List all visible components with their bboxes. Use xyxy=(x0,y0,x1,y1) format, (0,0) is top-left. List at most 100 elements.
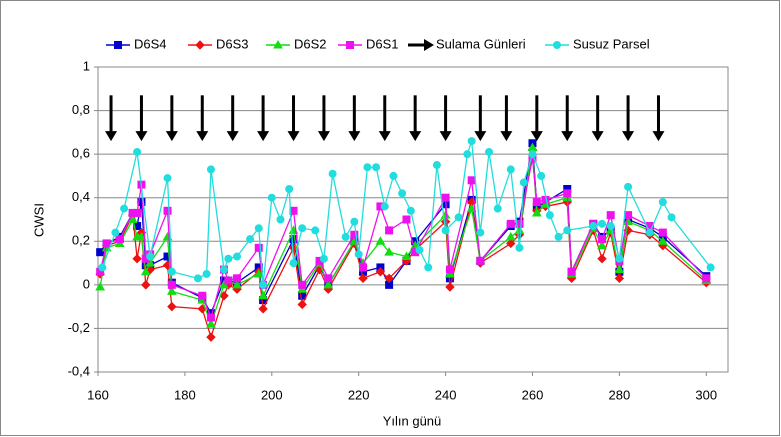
marker xyxy=(137,198,146,207)
arrow-head xyxy=(622,131,635,142)
marker xyxy=(324,274,333,283)
arrow xyxy=(317,95,330,142)
legend-label: D6S4 xyxy=(134,36,167,51)
marker xyxy=(232,279,242,289)
arrow-head xyxy=(591,131,604,142)
arrow xyxy=(474,95,487,142)
arrow xyxy=(287,95,300,142)
marker xyxy=(537,171,546,180)
marker xyxy=(532,198,541,207)
marker xyxy=(224,254,233,263)
arrow xyxy=(135,95,148,142)
marker xyxy=(467,176,476,185)
legend-item: D6S2 xyxy=(266,36,327,51)
marker xyxy=(614,264,625,274)
arrow-head xyxy=(378,131,391,142)
marker xyxy=(432,161,441,170)
y-tick-label: 0,8 xyxy=(72,102,90,117)
marker xyxy=(114,41,122,49)
x-tick-label: 180 xyxy=(174,387,196,402)
marker xyxy=(375,267,386,277)
marker xyxy=(375,236,386,245)
marker xyxy=(206,165,215,174)
marker xyxy=(163,206,172,215)
marker xyxy=(485,147,494,156)
marker xyxy=(146,252,155,261)
x-axis-title: Yılın günü xyxy=(383,413,442,428)
marker xyxy=(224,276,233,285)
y-tick-label: 0,2 xyxy=(72,233,90,248)
arrow xyxy=(500,95,513,142)
marker xyxy=(311,226,320,235)
marker xyxy=(385,226,394,235)
marker xyxy=(258,290,268,300)
arrow xyxy=(165,95,178,142)
arrow-head xyxy=(439,131,452,142)
marker xyxy=(401,251,412,261)
arrow-head xyxy=(226,131,239,142)
marker xyxy=(445,282,455,292)
legend-label: Sulama Günleri xyxy=(436,36,526,51)
arrow xyxy=(257,95,270,142)
marker xyxy=(267,193,276,202)
marker xyxy=(111,228,120,237)
marker xyxy=(606,222,615,231)
legend-label: D6S3 xyxy=(216,36,249,51)
marker xyxy=(658,198,667,207)
marker xyxy=(354,250,363,259)
y-tick-label: -0,2 xyxy=(68,320,90,335)
y-tick-label: 0 xyxy=(83,276,90,291)
marker xyxy=(589,222,598,231)
marker xyxy=(597,240,607,250)
arrow-head xyxy=(165,131,178,142)
y-tick-label: 0,6 xyxy=(72,146,90,161)
marker xyxy=(133,208,142,217)
arrow xyxy=(591,95,604,142)
marker xyxy=(298,224,307,233)
marker xyxy=(127,214,138,223)
marker xyxy=(341,232,350,241)
marker xyxy=(98,263,107,272)
arrow-head xyxy=(652,131,665,142)
y-tick-label: 0,4 xyxy=(72,189,90,204)
marker xyxy=(531,207,542,217)
marker xyxy=(424,263,433,272)
arrow-head xyxy=(105,131,118,142)
marker xyxy=(667,213,676,222)
marker xyxy=(493,204,502,213)
x-tick-label: 280 xyxy=(609,387,631,402)
marker xyxy=(563,226,572,235)
marker xyxy=(220,265,228,274)
marker xyxy=(515,243,524,252)
marker xyxy=(359,263,368,272)
marker xyxy=(519,178,528,187)
arrow xyxy=(439,95,452,142)
marker xyxy=(398,189,407,198)
marker xyxy=(554,232,563,241)
marker xyxy=(506,219,515,228)
arrow-head xyxy=(500,131,513,142)
marker xyxy=(206,313,215,322)
arrow-head xyxy=(474,131,487,142)
x-tick-label: 300 xyxy=(695,387,717,402)
arrow-head xyxy=(348,131,361,142)
arrow-head xyxy=(530,131,543,142)
legend-item: D6S3 xyxy=(188,36,249,51)
marker xyxy=(163,174,172,183)
marker xyxy=(463,150,472,159)
marker xyxy=(563,189,572,198)
arrow xyxy=(348,95,361,142)
marker xyxy=(441,226,450,235)
marker xyxy=(136,231,147,241)
marker xyxy=(372,163,381,172)
marker xyxy=(363,163,372,172)
x-tick-label: 220 xyxy=(348,387,370,402)
marker xyxy=(253,268,264,278)
series-line xyxy=(99,147,707,327)
marker xyxy=(441,193,450,202)
marker xyxy=(380,202,389,211)
legend-arrow-head xyxy=(424,39,434,51)
marker xyxy=(598,219,606,228)
marker xyxy=(102,239,111,248)
